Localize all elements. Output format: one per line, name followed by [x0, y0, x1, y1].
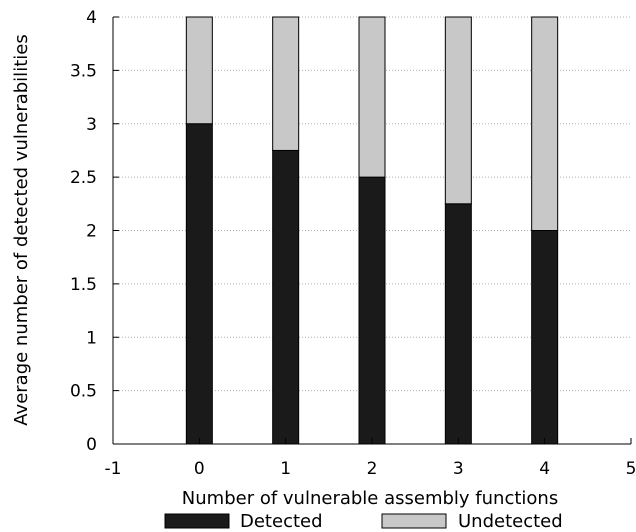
x-tick-label: 3 [453, 459, 464, 479]
x-axis-title: Number of vulnerable assembly functions [182, 488, 558, 509]
y-tick-label: 0.5 [70, 382, 97, 402]
x-tick-label: 1 [280, 459, 291, 479]
bar-undetected-1 [272, 16, 300, 151]
y-tick-label: 3 [86, 115, 97, 135]
legend-label-detected: Detected [240, 511, 323, 532]
ticks: 0 0.5 1 1.5 2 2.5 3 3.5 4 -1 0 1 2 3 4 5 [70, 8, 636, 479]
y-tick-label: 4 [86, 8, 97, 28]
y-tick-label: 2.5 [70, 168, 97, 188]
y-tick-label: 1.5 [70, 275, 97, 295]
x-tick-label: 2 [367, 459, 378, 479]
legend-swatch-undetected [381, 513, 447, 529]
x-tick-label: 5 [626, 459, 636, 479]
y-tick-label: 2 [86, 222, 97, 242]
y-tick-label: 3.5 [70, 61, 97, 81]
x-tick-label: -1 [105, 459, 122, 479]
bar-detected-3 [444, 203, 472, 445]
y-tick-label: 0 [86, 435, 97, 455]
bar-detected-2 [358, 176, 386, 445]
bar-undetected-4 [531, 16, 559, 231]
legend-label-undetected: Undetected [458, 511, 563, 532]
bar-detected-1 [272, 149, 300, 445]
bar-undetected-3 [444, 16, 472, 205]
y-axis-title: Average number of detected vulnerabiliti… [11, 34, 32, 425]
bars [185, 16, 559, 445]
y-tick-label: 1 [86, 328, 97, 348]
x-tick-label: 0 [194, 459, 205, 479]
x-tick-label: 4 [539, 459, 550, 479]
bar-detected-0 [185, 123, 213, 445]
bar-undetected-0 [185, 16, 213, 125]
legend-swatch-detected [164, 513, 230, 529]
bar-detected-4 [531, 230, 559, 445]
legend: Detected Undetected [164, 511, 563, 532]
bar-undetected-2 [358, 16, 386, 178]
